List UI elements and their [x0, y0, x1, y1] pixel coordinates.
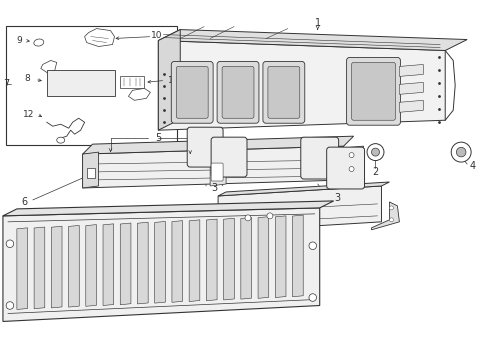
Circle shape: [349, 153, 354, 158]
Polygon shape: [69, 225, 79, 307]
FancyBboxPatch shape: [172, 62, 213, 123]
Circle shape: [349, 167, 354, 171]
FancyBboxPatch shape: [263, 62, 305, 123]
Circle shape: [390, 206, 393, 210]
Polygon shape: [223, 218, 234, 300]
Polygon shape: [158, 30, 180, 130]
Bar: [47, 71, 115, 96]
Polygon shape: [399, 64, 423, 76]
Circle shape: [6, 240, 14, 248]
Polygon shape: [399, 82, 423, 94]
Polygon shape: [83, 146, 343, 188]
Polygon shape: [371, 202, 399, 230]
FancyBboxPatch shape: [301, 137, 339, 179]
Text: 8: 8: [24, 74, 30, 83]
Text: 3: 3: [211, 183, 217, 193]
Polygon shape: [258, 217, 269, 298]
Circle shape: [309, 242, 317, 249]
Text: 10: 10: [151, 31, 162, 40]
FancyBboxPatch shape: [211, 163, 223, 181]
Polygon shape: [85, 28, 115, 46]
Polygon shape: [158, 30, 467, 50]
Polygon shape: [17, 228, 27, 310]
Text: 9: 9: [16, 36, 22, 45]
Ellipse shape: [57, 137, 65, 143]
Circle shape: [456, 147, 466, 157]
FancyBboxPatch shape: [352, 62, 395, 120]
Text: 5: 5: [155, 133, 162, 143]
Polygon shape: [218, 182, 390, 196]
Polygon shape: [293, 215, 303, 297]
Circle shape: [267, 213, 273, 219]
FancyBboxPatch shape: [346, 58, 400, 125]
Polygon shape: [342, 146, 364, 178]
FancyBboxPatch shape: [217, 62, 259, 123]
Polygon shape: [172, 221, 183, 302]
FancyBboxPatch shape: [268, 67, 300, 118]
Circle shape: [451, 142, 471, 162]
Text: 1: 1: [315, 18, 321, 28]
Polygon shape: [206, 219, 217, 301]
Text: 12: 12: [23, 110, 34, 119]
Polygon shape: [128, 88, 150, 100]
FancyBboxPatch shape: [176, 67, 208, 118]
Polygon shape: [218, 186, 382, 232]
Circle shape: [245, 215, 251, 221]
Polygon shape: [41, 60, 57, 72]
Text: 11: 11: [168, 76, 180, 85]
Polygon shape: [51, 226, 62, 308]
Circle shape: [367, 144, 384, 161]
Polygon shape: [83, 136, 354, 154]
Polygon shape: [3, 208, 319, 321]
Polygon shape: [86, 225, 97, 306]
Text: 4: 4: [470, 161, 476, 171]
Text: 6: 6: [22, 197, 28, 207]
Polygon shape: [34, 227, 45, 309]
Polygon shape: [241, 217, 251, 299]
Polygon shape: [83, 152, 98, 188]
Circle shape: [6, 302, 14, 309]
Circle shape: [390, 218, 393, 222]
Polygon shape: [103, 224, 114, 306]
Text: 3: 3: [335, 193, 341, 203]
Polygon shape: [3, 201, 334, 216]
Polygon shape: [399, 100, 423, 112]
FancyBboxPatch shape: [222, 67, 254, 118]
Bar: [87, 168, 95, 178]
Polygon shape: [120, 223, 131, 305]
FancyBboxPatch shape: [187, 127, 223, 167]
Text: 2: 2: [372, 167, 379, 177]
FancyBboxPatch shape: [327, 147, 365, 189]
Polygon shape: [138, 222, 148, 304]
Polygon shape: [121, 76, 145, 88]
Polygon shape: [155, 221, 166, 303]
Circle shape: [309, 294, 317, 301]
Ellipse shape: [34, 39, 44, 46]
Polygon shape: [189, 220, 200, 302]
Circle shape: [371, 148, 379, 156]
Text: 7: 7: [3, 79, 9, 89]
FancyBboxPatch shape: [211, 137, 247, 177]
Polygon shape: [158, 41, 445, 130]
Bar: [6, 26, 177, 145]
Polygon shape: [275, 216, 286, 298]
Polygon shape: [210, 152, 226, 186]
